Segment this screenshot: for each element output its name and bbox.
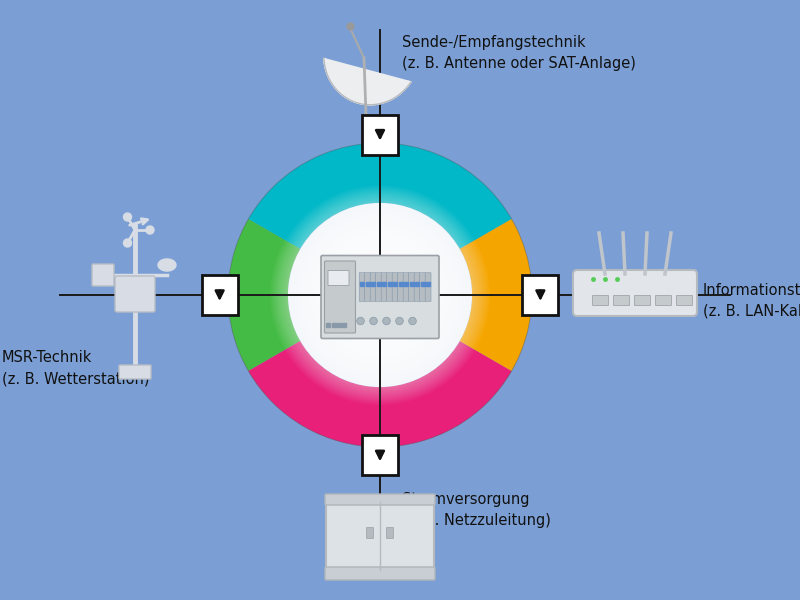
FancyBboxPatch shape: [614, 295, 630, 305]
Circle shape: [321, 236, 439, 355]
Circle shape: [123, 239, 131, 247]
Text: Stromversorgung
(z. B. Netzzuleitung): Stromversorgung (z. B. Netzzuleitung): [402, 492, 551, 528]
FancyBboxPatch shape: [325, 494, 435, 505]
Circle shape: [409, 317, 416, 325]
Circle shape: [342, 257, 418, 334]
FancyBboxPatch shape: [398, 272, 403, 301]
FancyBboxPatch shape: [677, 295, 693, 305]
Circle shape: [367, 283, 393, 308]
Text: MSR-Technik
(z. B. Wetterstation): MSR-Technik (z. B. Wetterstation): [2, 350, 150, 386]
FancyBboxPatch shape: [376, 272, 382, 301]
Polygon shape: [324, 59, 411, 105]
Circle shape: [300, 215, 460, 376]
Circle shape: [326, 241, 434, 350]
Circle shape: [370, 317, 378, 325]
Circle shape: [357, 317, 364, 325]
Circle shape: [288, 203, 472, 387]
Circle shape: [318, 233, 442, 356]
Circle shape: [328, 242, 432, 347]
FancyBboxPatch shape: [92, 264, 114, 286]
Circle shape: [295, 210, 465, 380]
Circle shape: [298, 212, 462, 377]
Circle shape: [314, 229, 446, 361]
Circle shape: [396, 317, 403, 325]
Circle shape: [354, 268, 406, 322]
FancyBboxPatch shape: [420, 272, 426, 301]
FancyBboxPatch shape: [409, 272, 414, 301]
Circle shape: [379, 294, 381, 296]
FancyBboxPatch shape: [325, 261, 355, 333]
Circle shape: [370, 284, 390, 305]
Circle shape: [356, 271, 404, 319]
FancyBboxPatch shape: [321, 256, 439, 338]
Wedge shape: [248, 143, 512, 249]
Circle shape: [372, 287, 388, 303]
FancyBboxPatch shape: [386, 527, 394, 539]
Circle shape: [349, 263, 411, 326]
FancyBboxPatch shape: [386, 272, 393, 301]
FancyBboxPatch shape: [362, 115, 398, 155]
Circle shape: [316, 231, 444, 359]
Circle shape: [377, 292, 383, 298]
Circle shape: [323, 238, 437, 352]
FancyBboxPatch shape: [426, 272, 431, 301]
Circle shape: [337, 252, 423, 338]
Circle shape: [339, 254, 421, 335]
FancyBboxPatch shape: [381, 272, 387, 301]
FancyBboxPatch shape: [359, 272, 365, 301]
FancyBboxPatch shape: [414, 272, 420, 301]
Circle shape: [360, 275, 400, 314]
Circle shape: [382, 317, 390, 325]
Circle shape: [346, 262, 414, 329]
FancyBboxPatch shape: [366, 527, 374, 539]
FancyBboxPatch shape: [392, 272, 398, 301]
Circle shape: [123, 213, 131, 221]
FancyBboxPatch shape: [115, 276, 155, 312]
Text: Sende-/Empfangstechnik
(z. B. Antenne oder SAT-Anlage): Sende-/Empfangstechnik (z. B. Antenne od…: [402, 35, 636, 71]
Circle shape: [344, 259, 416, 331]
Circle shape: [334, 250, 426, 340]
FancyBboxPatch shape: [325, 567, 435, 580]
FancyBboxPatch shape: [119, 365, 151, 379]
Circle shape: [374, 289, 386, 301]
Circle shape: [146, 226, 154, 234]
FancyBboxPatch shape: [362, 436, 398, 475]
Wedge shape: [460, 219, 532, 371]
FancyBboxPatch shape: [593, 295, 609, 305]
Polygon shape: [158, 259, 176, 271]
Circle shape: [362, 278, 398, 313]
Text: Informationstechnik
(z. B. LAN-Kabel): Informationstechnik (z. B. LAN-Kabel): [703, 283, 800, 319]
Circle shape: [332, 247, 428, 343]
FancyBboxPatch shape: [202, 275, 238, 315]
Circle shape: [358, 273, 402, 317]
FancyBboxPatch shape: [328, 271, 349, 286]
Circle shape: [304, 220, 456, 371]
Circle shape: [306, 221, 454, 368]
FancyBboxPatch shape: [655, 295, 671, 305]
FancyBboxPatch shape: [634, 295, 650, 305]
FancyBboxPatch shape: [403, 272, 409, 301]
Circle shape: [302, 217, 458, 373]
Circle shape: [288, 203, 472, 387]
Circle shape: [311, 226, 449, 364]
Circle shape: [351, 266, 409, 324]
FancyBboxPatch shape: [365, 272, 370, 301]
FancyBboxPatch shape: [370, 272, 376, 301]
Wedge shape: [228, 219, 300, 371]
Circle shape: [365, 280, 395, 310]
FancyBboxPatch shape: [326, 496, 434, 572]
FancyBboxPatch shape: [573, 270, 697, 316]
Circle shape: [330, 245, 430, 345]
Circle shape: [293, 208, 467, 382]
Wedge shape: [248, 341, 512, 447]
FancyBboxPatch shape: [522, 275, 558, 315]
Polygon shape: [324, 59, 411, 105]
Circle shape: [290, 205, 470, 385]
Circle shape: [309, 224, 451, 366]
